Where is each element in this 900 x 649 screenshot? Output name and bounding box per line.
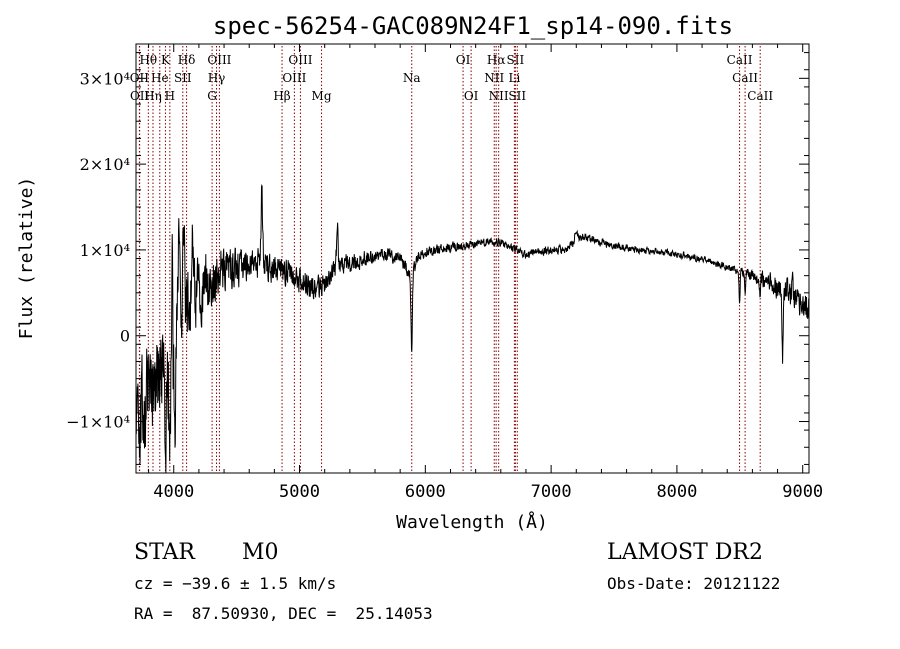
line-marker-label: Hα [487,53,506,67]
plot-frame [135,43,810,474]
line-marker-label: OIII [282,71,306,85]
line-marker-label: Hδ [178,53,196,67]
line-marker-label: NII [489,89,509,103]
line-marker-label: Hγ [208,71,226,85]
x-axis-label: Wavelength (Å) [396,511,548,533]
line-marker-label: H [165,89,175,103]
y-tick-label: 0 [120,327,130,346]
line-marker-label: OI [456,53,471,67]
line-marker-label: Hβ [273,89,290,103]
y-tick-label: 2×10⁴ [80,155,130,174]
line-marker-label: G [207,89,217,103]
line-marker-label: Hη [144,89,162,103]
line-marker-label: Mg [312,89,332,103]
line-marker-label: OI [464,89,479,103]
coordinates: RA = 87.50930, DEC = 25.14053 [134,604,433,623]
object-subclass: M0 [242,540,279,565]
line-marker-label: CaII [732,71,758,85]
line-marker-label: Li [508,71,520,85]
y-tick-label: 1×10⁴ [80,241,130,260]
line-marker-label: Na [403,71,421,85]
y-tick-label: −1×10⁴ [66,413,130,432]
line-marker-label: SII [507,53,525,67]
line-marker-label: SII [508,89,526,103]
x-axis-ticks: 4000 5000 6000 7000 8000 9000 [148,44,823,502]
observation-date: Obs-Date: 20121122 [607,574,781,593]
spectrum-line [135,183,810,474]
survey-name: LAMOST DR2 [607,540,763,565]
line-marker-label: OIII [288,53,312,67]
line-marker-label: K [161,53,171,67]
line-marker-label: SII [174,71,192,85]
line-marker-label: He [151,71,169,85]
line-marker-label: OIII [207,53,231,67]
x-tick-label: 8000 [656,482,697,502]
y-axis-label: Flux (relative) [16,177,37,340]
line-marker-label: CaII [747,89,773,103]
redshift-cz: cz = −39.6 ± 1.5 km/s [134,574,337,593]
x-tick-label: 7000 [531,482,572,502]
x-tick-label: 6000 [405,482,446,502]
x-tick-label: 9000 [782,482,823,502]
line-marker-label: OII [130,89,150,103]
spectrum-series [135,183,810,474]
line-marker-label: Hθ [139,53,157,67]
x-tick-label: 4000 [153,482,194,502]
line-marker-label: NII [484,71,504,85]
y-axis-ticks: −1×10⁴ 0 1×10⁴ 2×10⁴ 3×10⁴ [66,52,809,465]
y-tick-label: 3×10⁴ [80,69,130,88]
x-tick-label: 5000 [279,482,320,502]
line-marker-label: CaII [727,53,753,67]
chart-title: spec-56254-GAC089N24F1_sp14-090.fits [213,12,733,40]
object-class: STAR [134,540,195,565]
